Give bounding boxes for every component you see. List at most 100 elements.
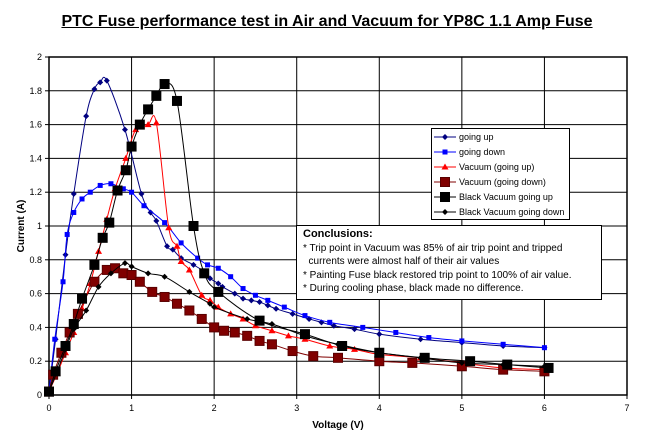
conclusion-line: * Painting Fuse black restored trip poin… — [303, 269, 572, 281]
data-point — [120, 186, 126, 192]
data-point — [122, 154, 130, 161]
x-tick-label: 4 — [377, 403, 382, 413]
data-point — [231, 290, 238, 297]
data-point — [72, 308, 83, 319]
data-point — [228, 274, 234, 280]
data-point — [219, 325, 230, 336]
data-point — [376, 331, 383, 338]
legend-symbol — [434, 163, 456, 169]
data-point — [442, 208, 448, 215]
legend-symbol — [434, 133, 456, 140]
data-point — [442, 133, 448, 140]
data-point — [171, 95, 182, 106]
legend-item: going up — [432, 129, 569, 144]
data-point — [54, 368, 61, 375]
data-point — [178, 240, 184, 246]
data-point — [440, 176, 450, 187]
data-point — [211, 304, 218, 311]
data-point — [188, 221, 199, 231]
data-point — [252, 292, 258, 298]
data-point — [268, 327, 276, 334]
data-point — [184, 305, 195, 316]
data-point — [112, 185, 123, 196]
data-point — [417, 354, 424, 361]
data-point — [91, 86, 98, 93]
data-point — [239, 315, 247, 322]
data-point — [143, 104, 154, 115]
data-point — [138, 190, 145, 197]
data-point — [442, 149, 448, 154]
data-point — [46, 388, 52, 395]
data-point — [89, 259, 100, 270]
data-point — [240, 295, 247, 302]
legend-item: Vacuum (going up) — [432, 159, 569, 174]
data-point — [161, 273, 168, 280]
series-going-down — [46, 181, 547, 395]
data-point — [64, 231, 70, 237]
data-point — [458, 359, 465, 366]
data-point — [141, 203, 147, 209]
data-point — [244, 315, 251, 322]
legend-symbol — [434, 208, 456, 215]
y-tick-label: 1 — [37, 221, 42, 231]
data-point — [281, 304, 287, 310]
data-point — [103, 77, 110, 84]
data-point — [254, 335, 265, 346]
data-point — [134, 119, 145, 130]
y-axis-label: Current (A) — [16, 200, 27, 253]
legend-label: Vacuum (going down) — [459, 176, 546, 187]
data-point — [459, 338, 465, 344]
series-vacuum-going-down- — [44, 263, 550, 397]
data-point — [145, 270, 152, 277]
data-point — [330, 322, 337, 329]
data-point — [541, 345, 547, 351]
data-point — [393, 329, 399, 335]
data-point — [301, 332, 308, 339]
y-tick-label: 0.8 — [29, 255, 42, 265]
data-point — [62, 346, 69, 353]
data-point — [153, 217, 160, 224]
data-point — [129, 189, 135, 195]
data-point — [71, 209, 77, 215]
data-point — [500, 361, 507, 368]
data-point — [190, 261, 197, 268]
data-point — [541, 363, 548, 370]
data-point — [308, 351, 319, 362]
data-point — [186, 288, 193, 295]
data-point — [199, 268, 210, 279]
data-point — [95, 283, 102, 290]
data-point — [198, 291, 206, 298]
x-tick-label: 5 — [459, 403, 464, 413]
data-point — [177, 257, 185, 264]
data-point — [121, 126, 128, 133]
legend-label: Vacuum (going up) — [459, 161, 535, 172]
data-point — [196, 313, 207, 324]
y-tick-label: 1.8 — [29, 86, 42, 96]
data-point — [242, 330, 253, 341]
data-point — [159, 291, 170, 302]
data-point — [151, 90, 162, 101]
x-tick-label: 2 — [212, 403, 217, 413]
series-black-vacuum-going-down — [46, 260, 548, 395]
legend-item: Black Vacuum going up — [432, 189, 569, 204]
data-point — [120, 165, 131, 176]
data-point — [376, 349, 383, 356]
data-point — [273, 305, 280, 312]
legend-item: Black Vacuum going down — [432, 204, 569, 219]
data-point — [440, 191, 450, 202]
data-point — [162, 220, 168, 226]
y-tick-label: 0.4 — [29, 322, 42, 332]
data-point — [107, 270, 114, 277]
data-point — [83, 307, 90, 314]
legend: going up going down Vacuum (going up) Vacuu… — [431, 128, 570, 220]
data-point — [205, 262, 211, 268]
data-point — [215, 265, 221, 271]
data-point — [70, 190, 77, 197]
legend-symbol — [434, 176, 456, 187]
data-point — [327, 319, 333, 325]
data-point — [240, 286, 246, 292]
data-point — [266, 339, 277, 350]
data-point — [147, 286, 158, 297]
conclusion-line: * During cooling phase, black made no di… — [303, 283, 524, 294]
conclusion-line: * Trip point in Vacuum was 85% of air tr… — [303, 242, 563, 254]
